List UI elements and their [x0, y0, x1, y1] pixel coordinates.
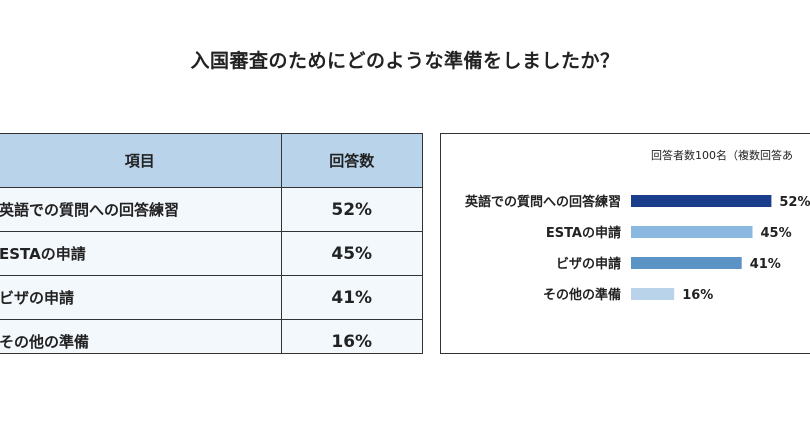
chart-note: 回答者数100名（複数回答あ	[651, 148, 793, 162]
bar-chart-panel: 回答者数100名（複数回答あ英語での質問への回答練習 52% ESTAの申請 45% ビ…	[440, 133, 810, 354]
row-item: ESTAの申請	[0, 231, 282, 276]
header-count: 回答数	[281, 134, 422, 188]
results-table: 項目 回答数 英語での質問への回答練習 52% ESTAの申請 45% ビザの申…	[0, 133, 423, 354]
bar	[631, 195, 772, 207]
bar	[631, 226, 753, 238]
table-row: その他の準備 16%	[0, 319, 422, 353]
table-header-row: 項目 回答数	[0, 134, 422, 188]
table-row: ビザの申請 41%	[0, 275, 422, 320]
bar	[631, 257, 742, 269]
table-row: 英語での質問への回答練習 52%	[0, 187, 422, 232]
row-value: 45%	[281, 231, 422, 276]
value-label: 45%	[761, 226, 792, 241]
bar-chart: 回答者数100名（複数回答あ英語での質問への回答練習 52% ESTAの申請 45% ビ…	[441, 134, 810, 352]
category-label: その他の準備	[543, 287, 621, 303]
row-value: 52%	[281, 187, 422, 232]
category-label: ESTAの申請	[546, 225, 621, 241]
value-label: 16%	[682, 288, 713, 303]
header-item: 項目	[0, 134, 282, 188]
row-value: 41%	[281, 275, 422, 320]
table-row: ESTAの申請 45%	[0, 231, 422, 276]
row-item: 英語での質問への回答練習	[0, 187, 282, 232]
category-label: ビザの申請	[556, 256, 621, 272]
row-item: ビザの申請	[0, 275, 282, 320]
page-title: 入国審査のためにどのような準備をしましたか？	[190, 50, 620, 72]
row-item: その他の準備	[0, 319, 282, 353]
value-label: 52%	[779, 195, 810, 210]
bar	[631, 288, 675, 300]
value-label: 41%	[750, 257, 781, 272]
category-label: 英語での質問への回答練習	[464, 194, 621, 210]
row-value: 16%	[281, 319, 422, 353]
